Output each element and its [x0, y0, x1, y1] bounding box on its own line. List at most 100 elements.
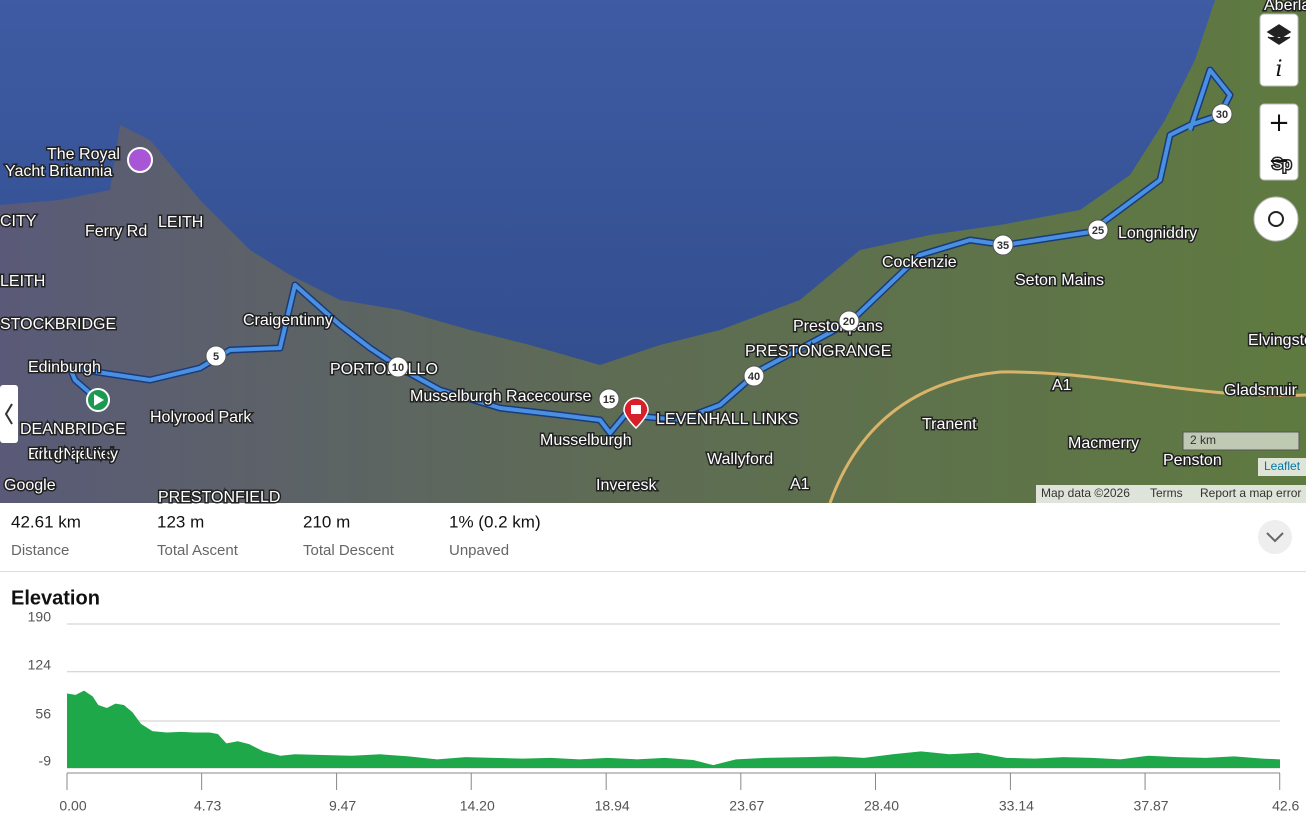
route-marker [387, 356, 409, 378]
map-label: Sp [1272, 156, 1292, 173]
route-marker-label: 40 [748, 371, 760, 383]
attribution-box [1036, 485, 1306, 503]
stat-label: Total Ascent [157, 542, 239, 559]
sidebar-toggle[interactable] [0, 385, 18, 443]
scale-label: 2 km [1190, 433, 1216, 447]
chevron-left [4, 403, 13, 425]
end-icon [631, 405, 641, 414]
route-marker-label: 35 [997, 240, 1009, 252]
y-tick-label: 56 [35, 706, 51, 722]
stat-value: 210 m [303, 512, 350, 531]
map-label: PRESTONFIELD [158, 489, 280, 506]
elevation-area [67, 690, 1280, 768]
locate-icon [1268, 211, 1284, 227]
map-label: PORTOBELLO [330, 361, 438, 378]
layers-icon [1266, 24, 1292, 45]
land [0, 0, 1306, 503]
route-marker-label: 30 [1216, 109, 1228, 121]
chart-title: Elevation [11, 587, 100, 609]
route-marker [598, 388, 620, 410]
stat-value: 1% (0.2 km) [449, 512, 541, 531]
map-label: DEANBRIDGE [20, 421, 126, 438]
y-tick-label: 190 [28, 609, 52, 625]
map-label: Aberlady [1264, 0, 1306, 14]
locate-button[interactable] [1253, 196, 1299, 242]
attribution: Map data ©2026 [1041, 486, 1130, 500]
map-label: Holyrood Park [150, 409, 252, 426]
map-label: Musselburgh [540, 432, 632, 449]
road [828, 370, 1306, 504]
map-label: Longniddry [1118, 225, 1197, 242]
map-label: Craigentinny [243, 312, 333, 329]
stat-label: Distance [11, 542, 69, 559]
route-marker-label: 10 [392, 362, 404, 374]
control-label: i [1275, 57, 1282, 82]
route-marker [992, 234, 1014, 256]
route-marker [1211, 103, 1233, 125]
route-marker [743, 365, 765, 387]
route-marker-label: 25 [1092, 225, 1104, 237]
route-marker-label: 5 [213, 351, 219, 363]
stat-value: 42.61 km [11, 512, 81, 531]
collapse-button[interactable] [1258, 520, 1292, 554]
start-icon [94, 394, 104, 406]
map-label: The Royal [47, 146, 120, 163]
map-label: A1 [1052, 377, 1072, 394]
map-label: Musselburgh Racecourse [410, 388, 592, 405]
map-label: STOCKBRIDGE [0, 316, 116, 333]
map-label: Elvingston [1248, 332, 1306, 349]
chevron-down [1266, 532, 1284, 543]
stat-label: Total Descent [303, 542, 395, 559]
map-label: LEITH [158, 214, 203, 231]
y-tick-label: 124 [28, 656, 52, 672]
x-tick-label: 37.87 [1134, 798, 1169, 814]
map-label: Wallyford [707, 451, 773, 468]
route-marker-label: 15 [603, 394, 615, 406]
map-label: Ferry Rd [85, 223, 147, 240]
map-label: Prestonpans [793, 318, 883, 335]
stat-label: Unpaved [449, 542, 509, 559]
x-tick-label: 0.00 [59, 798, 86, 814]
x-tick-label: 9.47 [329, 798, 356, 814]
control-label: + [1268, 108, 1290, 138]
map-label: Penston [1163, 452, 1222, 469]
map-label: Gladsmuir [1224, 382, 1298, 399]
map-label: PRESTONGRANGE [745, 343, 891, 360]
zoom-control[interactable] [1259, 103, 1299, 181]
map-label: LEVENHALL LINKS [656, 411, 799, 428]
x-tick-label: 28.40 [864, 798, 899, 814]
map-label: Inveresk [596, 477, 657, 494]
route-marker [838, 310, 860, 332]
google-logo: Google [4, 477, 56, 494]
map-label: Edinburgh Napier University [28, 446, 118, 463]
leaflet-box [1258, 458, 1306, 476]
map-label: Tranent [922, 416, 977, 433]
x-tick-label: 42.6 [1272, 798, 1299, 814]
x-tick-label: 18.94 [595, 798, 630, 814]
stat-value: 123 m [157, 512, 204, 531]
poi-marker[interactable] [127, 147, 153, 173]
map-label: Macmerry [1068, 435, 1139, 452]
x-tick-label: 4.73 [194, 798, 221, 814]
route-marker [1087, 219, 1109, 241]
x-tick-label: 14.20 [460, 798, 495, 814]
map-label: Edinburgh [28, 359, 101, 376]
map[interactable] [0, 0, 1306, 504]
map-label: LEITH [0, 273, 45, 290]
attribution: Terms [1150, 486, 1183, 500]
x-tick-label: 23.67 [729, 798, 764, 814]
map-label: Seton Mains [1015, 272, 1104, 289]
route-marker [205, 345, 227, 367]
map-label: Yacht Britannia [5, 163, 112, 180]
map-label: A1 [790, 476, 810, 493]
y-tick-label: -9 [39, 753, 52, 769]
map-label: CITY [0, 213, 37, 230]
scale-bar [1182, 431, 1300, 451]
map-label: Cockenzie [882, 254, 957, 271]
control-label: − [1268, 146, 1290, 176]
route-marker-label: 20 [843, 316, 855, 328]
leaflet-link: Leaflet [1264, 459, 1301, 473]
attribution: Report a map error [1200, 486, 1301, 500]
x-tick-label: 33.14 [999, 798, 1034, 814]
